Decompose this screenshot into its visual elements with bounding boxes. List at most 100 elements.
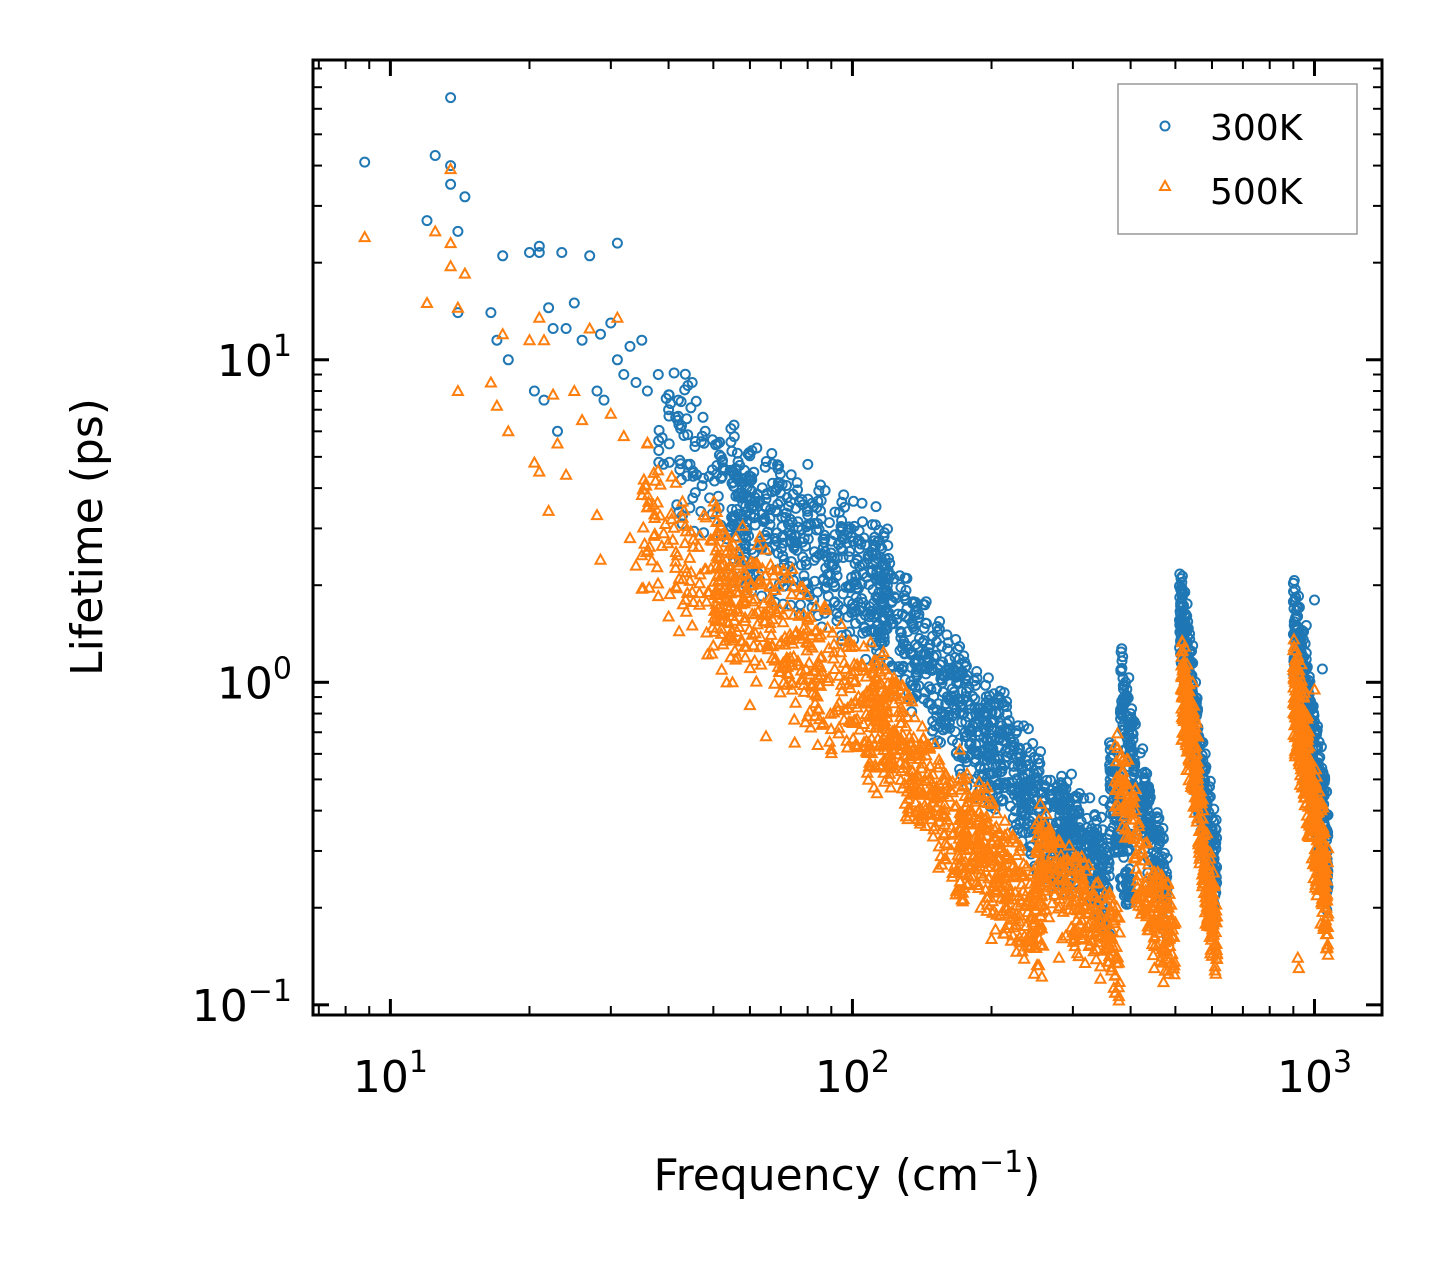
series-300k-point <box>1122 872 1134 883</box>
series-300k-point <box>937 656 949 668</box>
series-500k-point <box>798 715 813 728</box>
series-500k-point <box>1006 928 1020 941</box>
series-500k-point <box>987 879 1001 892</box>
series-300k-point <box>652 369 664 380</box>
series-500k-point <box>1072 949 1086 962</box>
series-500k-point <box>931 760 945 773</box>
series-500k-point <box>851 739 865 752</box>
series-300k-point <box>986 717 997 729</box>
series-500k-point <box>1203 851 1217 864</box>
series-300k-point <box>1063 795 1075 806</box>
series-500k-point <box>1031 821 1046 834</box>
series-500k-point <box>966 850 981 863</box>
series-300k-point <box>1123 843 1135 855</box>
series-500k-point <box>1147 930 1161 943</box>
series-500k-point <box>786 658 800 671</box>
series-500k-point <box>1039 806 1053 819</box>
series-500k-point <box>1197 867 1211 880</box>
series-300k-point <box>959 661 971 673</box>
series-500k-point <box>730 604 744 617</box>
series-500k-point <box>992 851 1007 864</box>
series-500k-point <box>686 539 700 552</box>
series-300k-point <box>744 450 756 462</box>
series-300k-point <box>452 225 464 237</box>
series-300k-point <box>963 725 975 737</box>
series-500k-point <box>786 636 800 649</box>
series-500k-point <box>1296 689 1311 702</box>
series-500k-point <box>937 826 951 839</box>
series-300k-point <box>1089 810 1101 822</box>
series-500k-point <box>1145 937 1160 950</box>
series-300k-point <box>928 651 940 663</box>
series-300k-point <box>775 495 787 507</box>
series-300k-point <box>932 698 944 710</box>
series-300k-point <box>1137 768 1148 780</box>
series-500k-point <box>1191 760 1206 773</box>
series-300k-point <box>883 552 894 564</box>
series-500k-point <box>1108 968 1122 981</box>
series-500k-point <box>808 624 822 637</box>
series-300k-point <box>749 508 760 520</box>
series-300k-point <box>944 722 956 734</box>
series-500k-point <box>915 719 929 732</box>
series-300k-point <box>359 156 371 168</box>
series-500k-point <box>1161 933 1175 946</box>
series-500k-point <box>1182 773 1196 786</box>
series-500k-point <box>1167 958 1181 971</box>
series-300k-point <box>823 517 835 529</box>
series-300k-point <box>899 593 911 605</box>
series-300k-point <box>1007 777 1019 789</box>
series-500k-point <box>963 815 977 828</box>
series-300k-point <box>1129 718 1141 730</box>
series-500k-point <box>1043 827 1057 840</box>
series-300k-point <box>1176 597 1187 609</box>
series-300k-point <box>1020 808 1032 820</box>
series-300k-point <box>1036 794 1048 806</box>
series-500k-point <box>1144 898 1158 911</box>
series-500k-point <box>1148 895 1162 908</box>
series-500k-point <box>799 635 814 648</box>
series-500k-point <box>953 874 967 887</box>
series-500k-point <box>915 756 929 769</box>
series-300k-point <box>1019 776 1031 788</box>
series-300k-point <box>764 512 776 524</box>
series-300k-point <box>538 394 550 406</box>
series-500k-point <box>987 903 1001 916</box>
series-500k-point <box>902 688 916 701</box>
series-500k-point <box>931 860 946 873</box>
series-500k-point <box>955 837 970 850</box>
series-500k-point <box>1287 639 1301 652</box>
series-500k-point <box>1320 940 1335 953</box>
series-500k-point <box>835 684 849 697</box>
series-500k-point <box>826 651 841 664</box>
series-500k-point <box>670 548 685 561</box>
series-300k-point <box>778 554 790 566</box>
series-300k-point <box>876 542 888 554</box>
series-500k-point <box>1203 845 1217 858</box>
series-500k-point <box>1130 892 1145 905</box>
series-500k-point <box>923 758 937 771</box>
series-300k-point <box>815 505 826 517</box>
series-300k-point <box>941 669 953 680</box>
series-300k-point <box>1115 646 1127 658</box>
series-500k-point <box>900 709 915 722</box>
series-500k-point <box>916 731 930 744</box>
series-500k-point <box>797 621 811 634</box>
series-500k-point <box>876 644 891 657</box>
series-500k-point <box>782 667 796 680</box>
series-300k-point <box>846 607 858 619</box>
series-500k-point <box>641 494 656 507</box>
series-300k-point <box>1289 613 1301 625</box>
series-500k-point <box>903 748 918 761</box>
series-500k-point <box>1030 878 1044 891</box>
series-500k-point <box>709 582 723 595</box>
series-300k-point <box>1017 761 1028 773</box>
series-500k-point <box>686 594 700 607</box>
series-500k-point <box>1321 947 1335 960</box>
series-300k-point <box>696 480 708 492</box>
series-300k-point <box>1111 843 1123 855</box>
series-300k-point <box>959 656 971 668</box>
series-500k-point <box>894 709 908 722</box>
series-300k-point <box>668 367 680 379</box>
series-500k-point <box>667 520 681 533</box>
